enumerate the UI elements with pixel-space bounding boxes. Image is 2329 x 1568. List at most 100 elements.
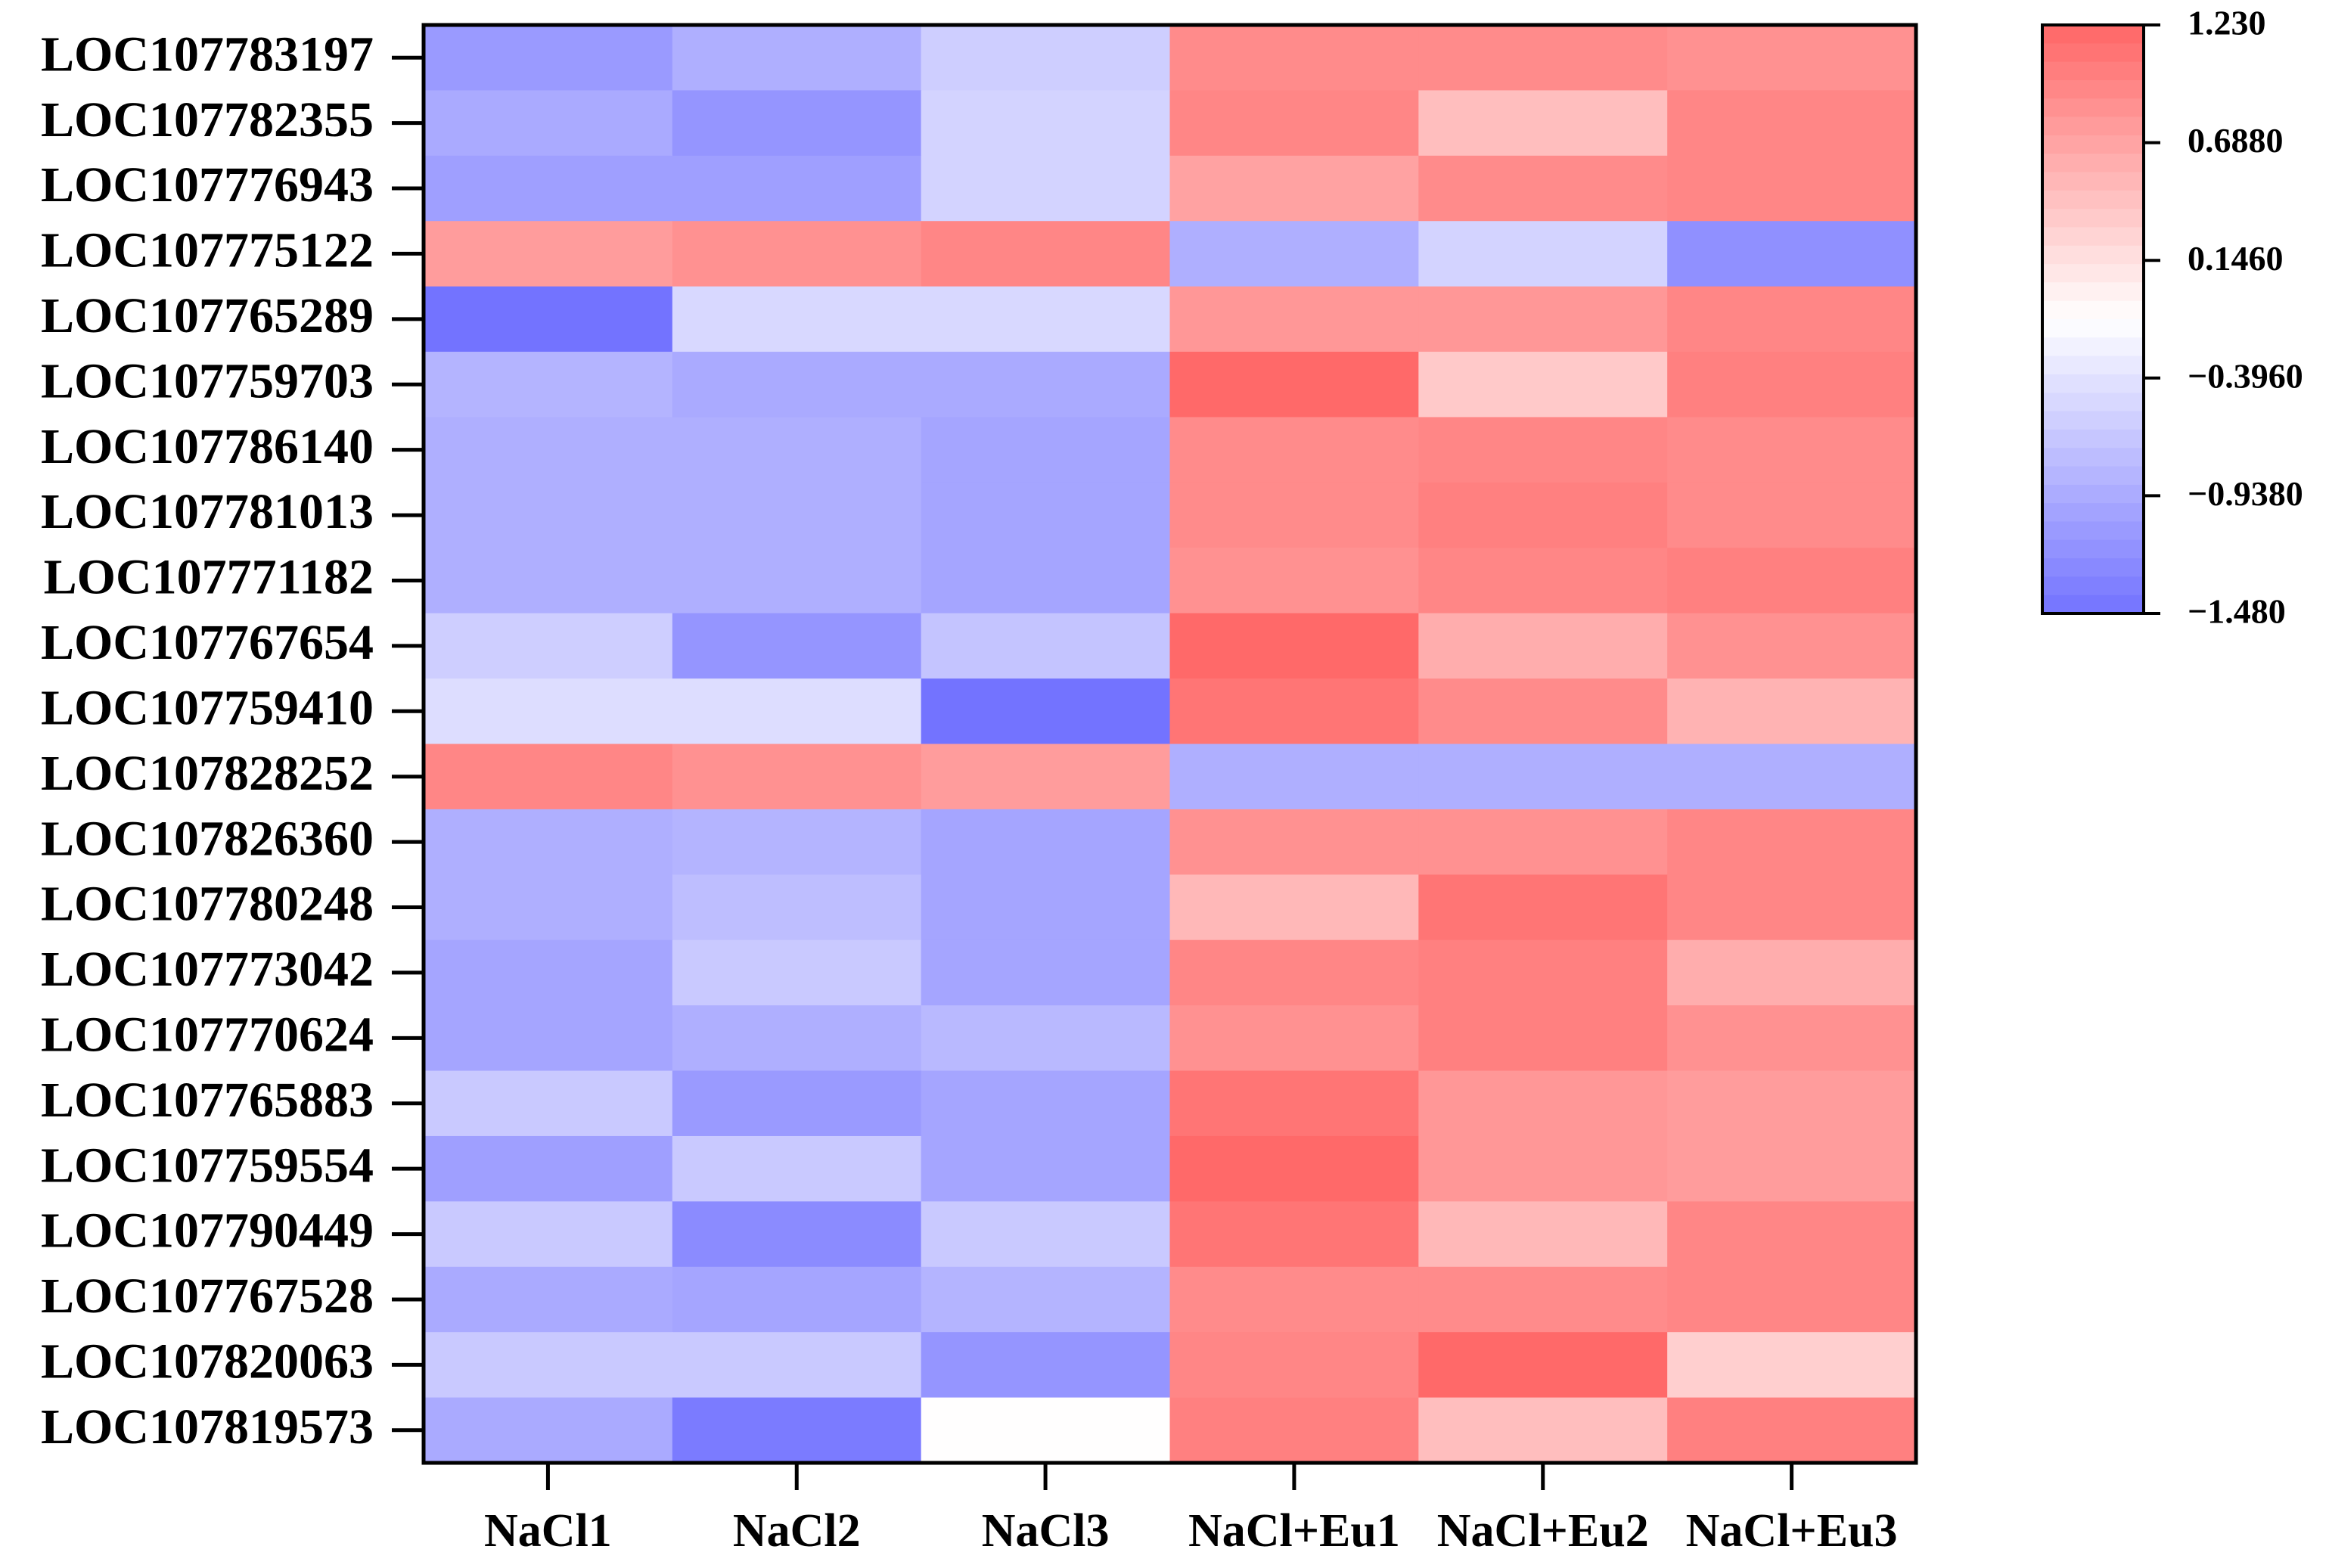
- heatmap-cell: [1169, 548, 1419, 614]
- heatmap-cell: [672, 482, 922, 548]
- y-tick-label: LOC107765883: [41, 1073, 374, 1128]
- x-tick-label: NaCl+Eu1: [1188, 1505, 1400, 1557]
- heatmap-cell: [1667, 809, 1917, 875]
- heatmap-cell: [921, 1005, 1170, 1072]
- colorbar-step: [2042, 411, 2144, 430]
- heatmap-cell: [424, 482, 673, 548]
- colorbar-step: [2042, 448, 2144, 467]
- heatmap-cell: [1418, 874, 1668, 941]
- heatmap-cell: [424, 678, 673, 744]
- heatmap-cell: [1169, 90, 1419, 157]
- heatmap-cell: [672, 1332, 922, 1399]
- heatmap-cell: [672, 809, 922, 875]
- heatmap-cell: [424, 613, 673, 679]
- heatmap-cell: [921, 1070, 1170, 1137]
- colorbar-step: [2042, 282, 2144, 302]
- heatmap-cell: [1169, 155, 1419, 222]
- heatmap-cell: [1667, 90, 1917, 157]
- colorbar-step: [2042, 539, 2144, 559]
- heatmap-cell: [424, 352, 673, 418]
- heatmap-cell: [1169, 482, 1419, 548]
- heatmap-cell: [921, 1201, 1170, 1268]
- colorbar-step: [2042, 429, 2144, 449]
- heatmap-cell: [424, 1397, 673, 1464]
- heatmap-cell: [424, 221, 673, 287]
- y-tick-label: LOC107826360: [41, 811, 374, 866]
- heatmap-cell: [672, 1266, 922, 1333]
- heatmap-cell: [921, 1266, 1170, 1333]
- y-tick-label: LOC107781013: [41, 484, 374, 539]
- heatmap-cell: [672, 1070, 922, 1137]
- heatmap-cell: [1169, 874, 1419, 941]
- heatmap-cell: [1169, 352, 1419, 418]
- heatmap-cell: [1169, 1005, 1419, 1072]
- heatmap-cell: [1169, 1070, 1419, 1137]
- heatmap-cell: [1418, 482, 1668, 548]
- colorbar-step: [2042, 79, 2144, 99]
- heatmap-cell: [1418, 1070, 1668, 1137]
- heatmap-cell: [1418, 1135, 1668, 1202]
- colorbar-step: [2042, 227, 2144, 247]
- colorbar-tick-label: 0.6880: [2188, 121, 2284, 160]
- heatmap-cell: [1667, 678, 1917, 744]
- colorbar-step: [2042, 484, 2144, 504]
- heatmap-cell: [1667, 352, 1917, 418]
- heatmap-cell: [424, 1005, 673, 1072]
- colorbar-tick-label: −1.480: [2188, 592, 2286, 631]
- heatmap-cell: [424, 1135, 673, 1202]
- heatmap-cell: [921, 613, 1170, 679]
- y-tick-label: LOC107771182: [44, 550, 374, 605]
- heatmap-cell: [424, 417, 673, 483]
- colorbar-step: [2042, 135, 2144, 154]
- heatmap-cell: [921, 1332, 1170, 1399]
- colorbar-step: [2042, 172, 2144, 191]
- heatmap-cell: [1418, 744, 1668, 810]
- heatmap-cell: [1418, 613, 1668, 679]
- y-tick-label: LOC107767528: [41, 1268, 374, 1324]
- heatmap-cell: [672, 939, 922, 1006]
- colorbar-step: [2042, 503, 2144, 522]
- heatmap-cell: [672, 548, 922, 614]
- y-tick-label: LOC107783197: [41, 26, 374, 82]
- heatmap-cell: [672, 1397, 922, 1464]
- heatmap-cell: [1667, 744, 1917, 810]
- heatmap-cell: [1169, 1201, 1419, 1268]
- heatmap-cell: [1667, 221, 1917, 287]
- heatmap-cell: [1418, 939, 1668, 1006]
- colorbar-tick-label: 1.230: [2188, 4, 2266, 42]
- heatmap-cell: [672, 90, 922, 157]
- colorbar-tick-label: −0.9380: [2188, 474, 2303, 513]
- heatmap-cell: [1418, 417, 1668, 483]
- heatmap-cell: [921, 155, 1170, 222]
- heatmap-cell: [921, 286, 1170, 352]
- heatmap-cell: [1169, 1135, 1419, 1202]
- y-tick-label: LOC107767654: [41, 615, 374, 670]
- heatmap-cell: [1169, 1266, 1419, 1333]
- heatmap-cell: [1667, 1201, 1917, 1268]
- heatmap-cell: [672, 155, 922, 222]
- heatmap-cell: [1667, 1266, 1917, 1333]
- heatmap-cell: [424, 809, 673, 875]
- heatmap-cell: [1169, 25, 1419, 91]
- y-tick-label: LOC107820063: [41, 1334, 374, 1389]
- x-tick-label: NaCl+Eu3: [1686, 1505, 1898, 1557]
- heatmap-cell: [1418, 1332, 1668, 1399]
- heatmap-cell: [1418, 1005, 1668, 1072]
- heatmap-cell: [921, 482, 1170, 548]
- heatmap-cell: [1667, 1135, 1917, 1202]
- colorbar-tick-label: −0.3960: [2188, 356, 2303, 395]
- colorbar-step: [2042, 264, 2144, 283]
- y-tick-label: LOC107782355: [41, 92, 374, 147]
- heatmap-cell: [1667, 1332, 1917, 1399]
- heatmap-cell: [921, 678, 1170, 744]
- colorbar-step: [2042, 245, 2144, 265]
- heatmap-cell: [424, 1201, 673, 1268]
- heatmap-cell: [1667, 482, 1917, 548]
- y-tick-label: LOC107819573: [41, 1399, 374, 1455]
- heatmap-cell: [921, 417, 1170, 483]
- colorbar-step: [2042, 116, 2144, 136]
- y-tick-label: LOC107759554: [41, 1138, 374, 1193]
- heatmap-cell: [672, 744, 922, 810]
- heatmap-cell: [1169, 1397, 1419, 1464]
- colorbar-step: [2042, 356, 2144, 375]
